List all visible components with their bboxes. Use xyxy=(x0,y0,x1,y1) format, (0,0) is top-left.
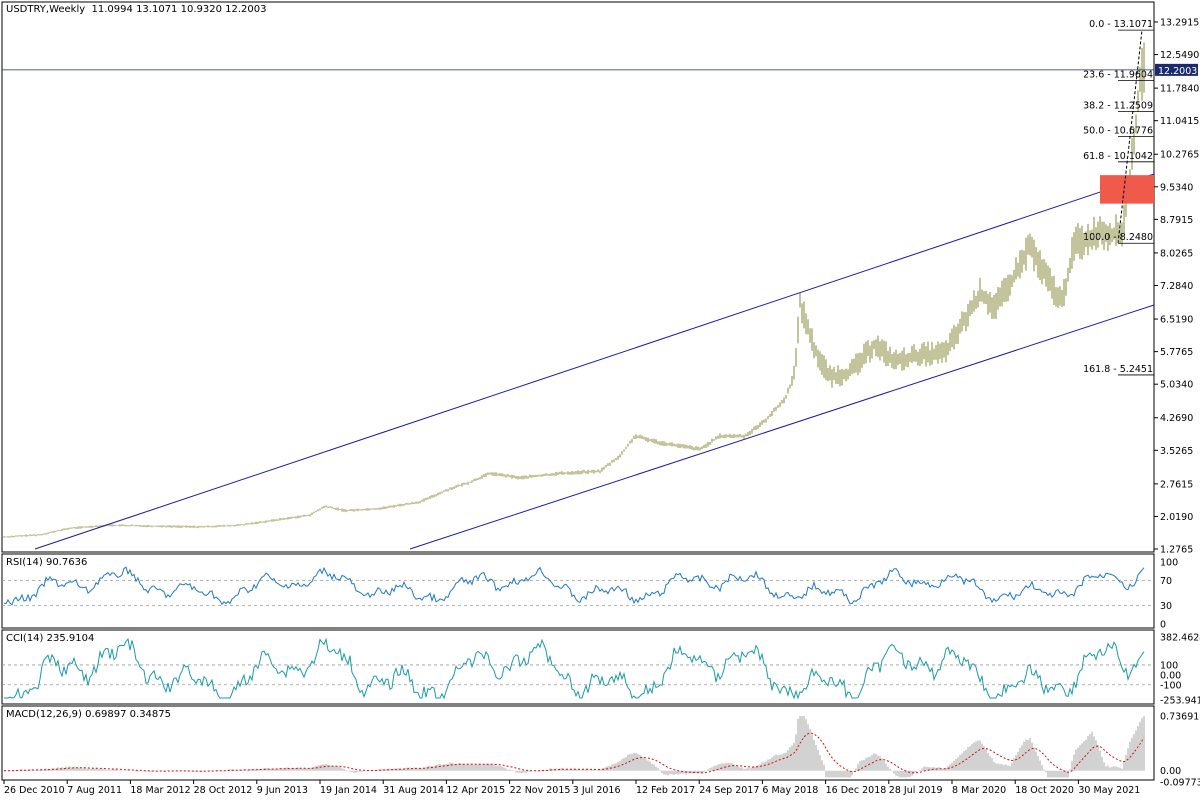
rsi-tick-label: 100 xyxy=(1160,558,1178,569)
rsi-line xyxy=(3,566,1145,606)
channel-upper-line xyxy=(34,173,1155,550)
cci-label: CCI(14) 235.9104 xyxy=(6,633,95,644)
date-tick-label: 22 Nov 2015 xyxy=(510,785,571,796)
price-tick-label: 2.0190 xyxy=(1160,512,1193,523)
cci-tick-label: 0.00 xyxy=(1160,670,1181,681)
symbol-title: USDTRY,Weekly xyxy=(6,4,86,15)
price-tick-label: 11.7840 xyxy=(1160,84,1199,95)
main-title: USDTRY,Weekly 11.0994 13.1071 10.9320 12… xyxy=(6,4,266,15)
date-tick-label: 18 Mar 2012 xyxy=(130,785,190,796)
price-tick-label: 2.7615 xyxy=(1160,479,1193,490)
macd-tick-label: -0.09773 xyxy=(1160,778,1200,789)
macd-signal-line xyxy=(4,732,1145,774)
current-price-badge xyxy=(1155,63,1198,76)
fib-level-label: 61.8 - 10.1042 xyxy=(1083,151,1153,162)
fib-level-label: 23.6 - 11.9604 xyxy=(1083,69,1153,80)
cci-tick-label: -100 xyxy=(1160,680,1182,691)
price-tick-label: 1.2765 xyxy=(1160,545,1193,556)
price-tick-label: 5.7765 xyxy=(1160,347,1193,358)
price-tick-label: 4.2690 xyxy=(1160,413,1193,424)
rsi-tick-label: 0 xyxy=(1160,620,1166,631)
price-tick-label: 7.2840 xyxy=(1160,281,1193,292)
price-tick-label: 10.2765 xyxy=(1160,150,1199,161)
date-tick-label: 16 Dec 2018 xyxy=(826,785,887,796)
price-tick-label: 6.5190 xyxy=(1160,315,1193,326)
rsi-pane xyxy=(1,553,1155,629)
date-tick-label: 18 Oct 2020 xyxy=(1015,785,1074,796)
cci-tick-label: 382.4624 xyxy=(1160,633,1200,644)
date-tick-label: 9 Jun 2013 xyxy=(257,785,308,796)
channel-lower-line xyxy=(409,304,1155,550)
macd-tick-label: 0.00 xyxy=(1160,766,1181,777)
cci-line xyxy=(4,637,1145,700)
price-tick-label: 8.7915 xyxy=(1160,215,1193,226)
date-tick-label: 12 Apr 2015 xyxy=(446,785,505,796)
date-tick-label: 24 Sep 2017 xyxy=(699,785,759,796)
rsi-label: RSI(14) 90.7636 xyxy=(6,557,88,568)
date-tick-label: 3 Jul 2016 xyxy=(573,785,621,796)
date-tick-label: 30 May 2021 xyxy=(1078,785,1140,796)
price-bars xyxy=(3,42,1145,538)
price-tick-label: 5.0340 xyxy=(1160,380,1193,391)
date-tick-label: 8 Mar 2020 xyxy=(952,785,1006,796)
rsi-tick-label: 30 xyxy=(1160,601,1172,612)
fib-level-label: 38.2 - 11.2509 xyxy=(1083,101,1153,112)
price-tick-label: 9.5340 xyxy=(1160,182,1193,193)
cci-tick-label: -253.9417 xyxy=(1160,696,1200,707)
fib-level-label: 50.0 - 10.6776 xyxy=(1083,126,1153,137)
date-tick-label: 12 Feb 2017 xyxy=(636,785,695,796)
date-tick-label: 7 Aug 2011 xyxy=(67,785,122,796)
price-tick-label: 8.0265 xyxy=(1160,248,1193,259)
macd-pane xyxy=(1,705,1155,781)
price-tick-label: 11.0415 xyxy=(1160,116,1199,127)
main-pane xyxy=(1,1,1155,553)
date-tick-label: 28 Jul 2019 xyxy=(889,785,943,796)
date-tick-label: 26 Dec 2010 xyxy=(4,785,65,796)
ohlc-readout: 11.0994 13.1071 10.9320 12.2003 xyxy=(91,4,267,15)
current-price-badge-text: 12.2003 xyxy=(1158,66,1197,77)
rsi-tick-label: 70 xyxy=(1160,576,1172,587)
date-tick-label: 19 Jan 2014 xyxy=(320,785,377,796)
price-tick-label: 12.5490 xyxy=(1160,50,1199,61)
resistance-zone xyxy=(1100,175,1154,204)
fib-level-label: 0.0 - 13.1071 xyxy=(1089,19,1153,30)
price-tick-label: 13.2915 xyxy=(1160,18,1199,29)
macd-histogram xyxy=(3,716,1145,778)
fib-level-label: 100.0 - 8.2480 xyxy=(1083,232,1153,243)
price-tick-label: 3.5265 xyxy=(1160,446,1193,457)
date-tick-label: 6 May 2018 xyxy=(762,785,818,796)
fib-level-label: 161.8 - 5.2451 xyxy=(1083,364,1153,375)
cci-pane xyxy=(1,629,1155,705)
date-tick-label: 31 Aug 2014 xyxy=(383,785,444,796)
cci-tick-label: 100 xyxy=(1160,660,1178,671)
macd-tick-label: 0.73691 xyxy=(1160,712,1199,723)
macd-label: MACD(12,26,9) 0.69897 0.34875 xyxy=(6,709,172,720)
date-tick-label: 28 Oct 2012 xyxy=(194,785,253,796)
